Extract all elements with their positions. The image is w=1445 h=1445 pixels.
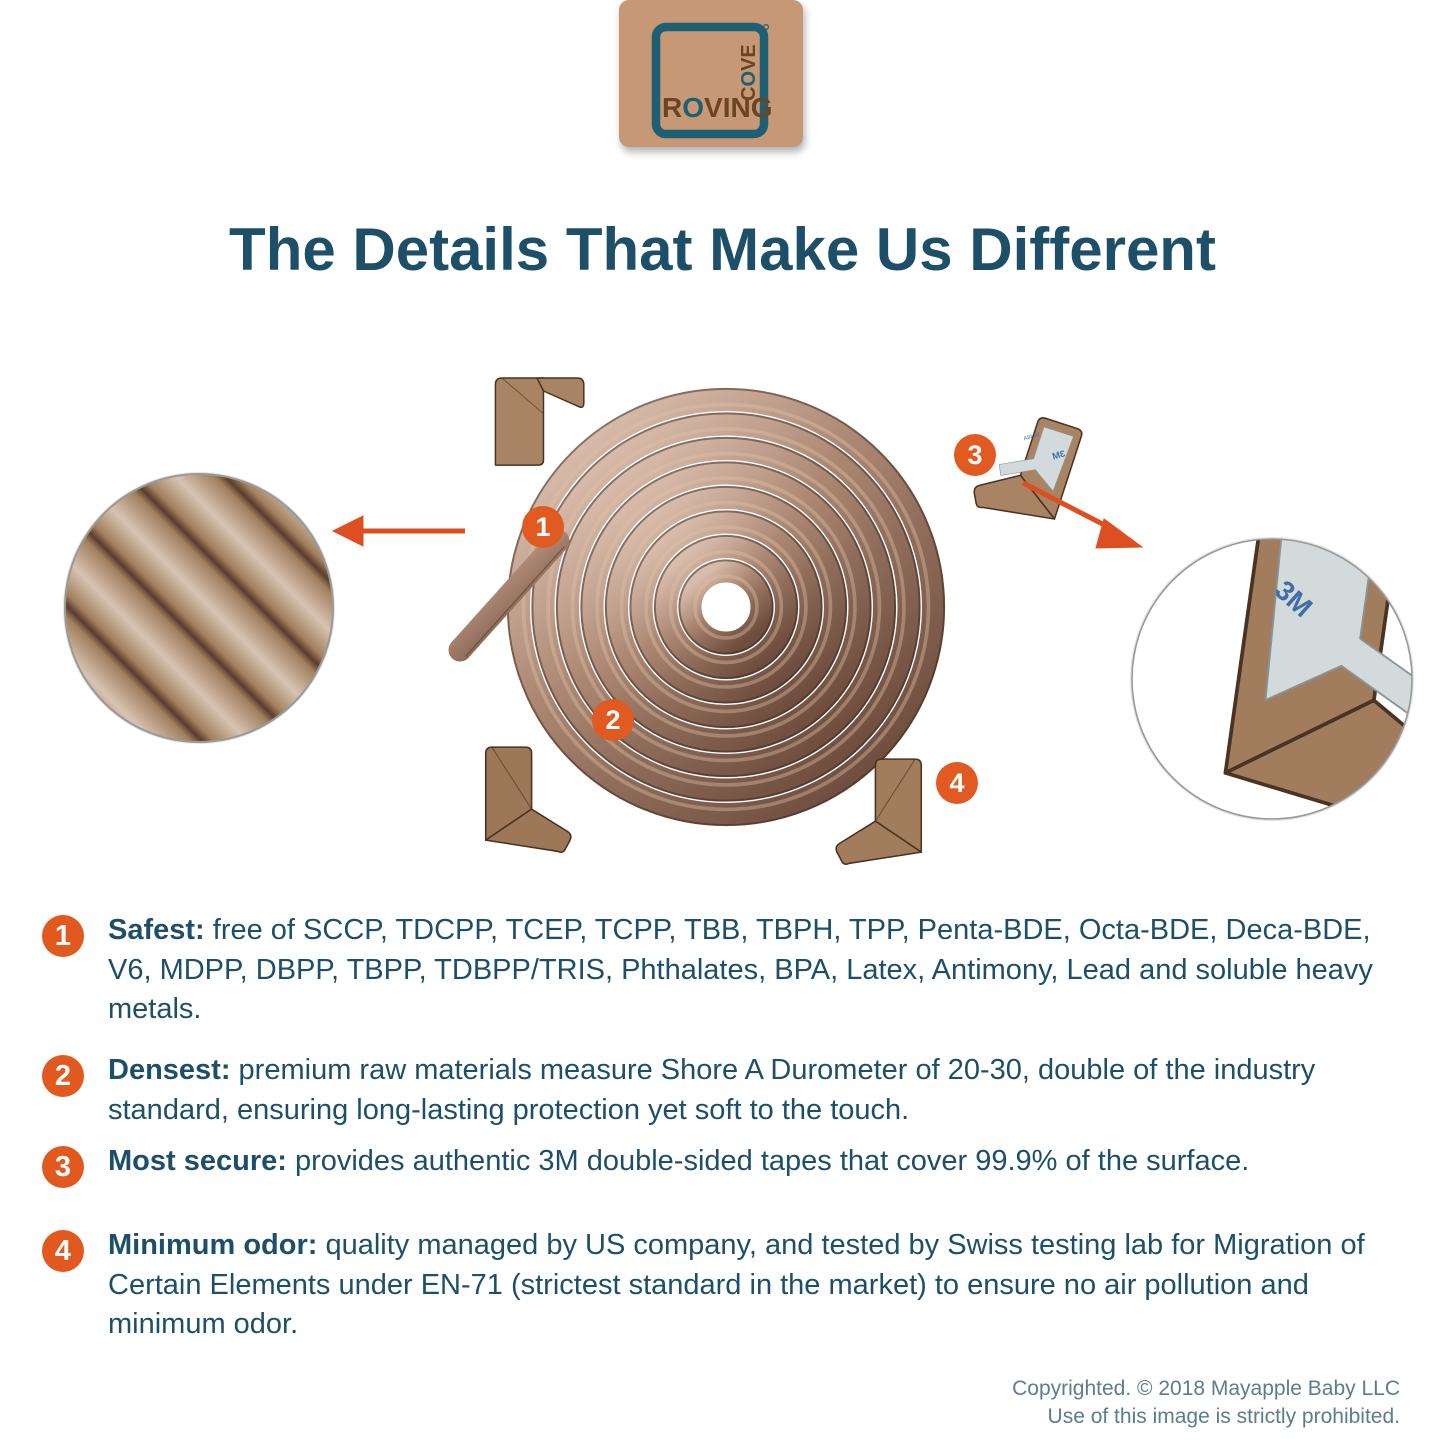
svg-text:9448A: 9448A bbox=[1367, 560, 1410, 601]
svg-text:3M: 3M bbox=[1269, 574, 1318, 623]
svg-text:3M: 3M bbox=[1051, 448, 1066, 461]
